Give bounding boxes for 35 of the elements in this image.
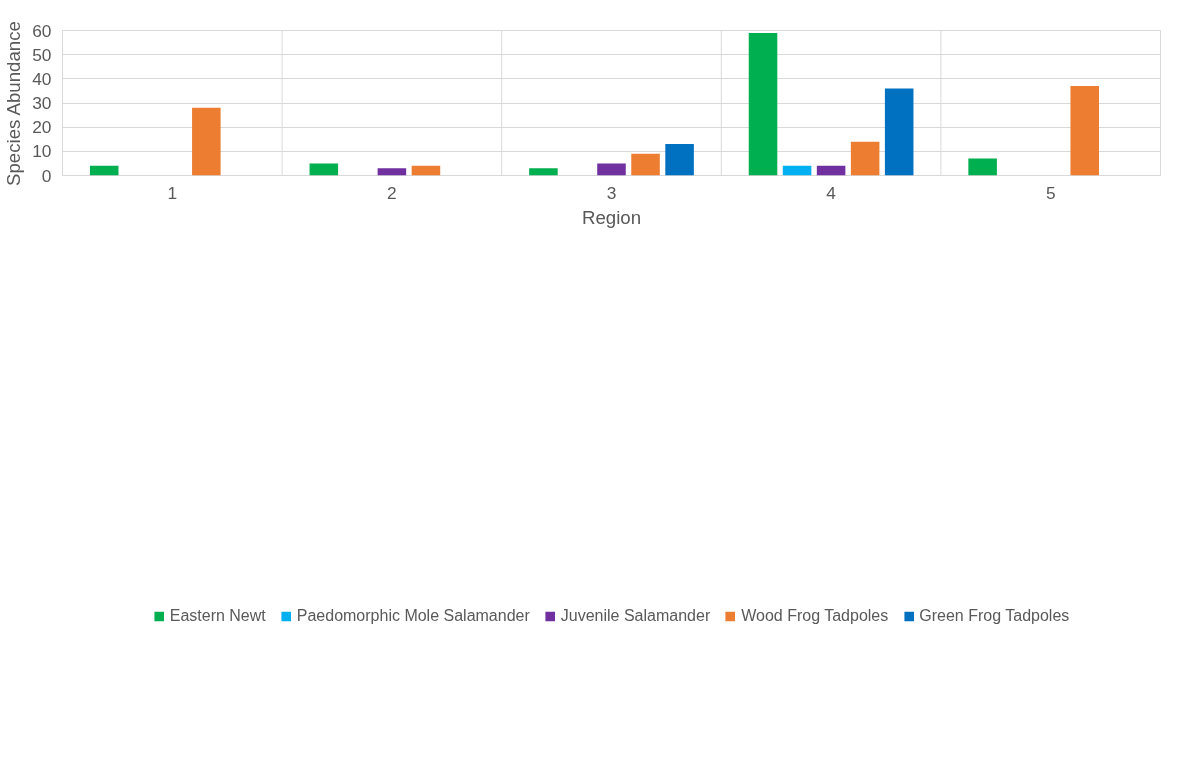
bar: [816, 165, 846, 176]
y-tick-label: 10: [32, 141, 52, 162]
x-tick-label: 5: [1045, 182, 1056, 203]
x-tick-label: 2: [387, 182, 397, 203]
x-tick-label: 4: [826, 182, 837, 203]
bar: [597, 163, 626, 176]
y-tick-label: 40: [32, 68, 52, 89]
bar: [782, 165, 812, 176]
legend-label: Juvenile Salamander: [560, 606, 711, 625]
y-tick-label: 30: [32, 93, 52, 113]
bar: [411, 165, 441, 176]
y-axis-title: Species Abundance: [3, 21, 25, 186]
y-tick-label: 0: [41, 165, 52, 186]
bar: [631, 153, 660, 176]
bar: [1070, 86, 1100, 176]
bar: [968, 158, 997, 176]
x-tick-label: 1: [167, 182, 178, 203]
legend-label: Eastern Newt: [169, 606, 266, 625]
bar: [850, 141, 880, 176]
bar: [748, 32, 778, 176]
bar: [89, 165, 119, 176]
y-tick-label: 60: [32, 20, 52, 41]
x-tick-label: 3: [606, 182, 617, 203]
y-tick-label: 50: [32, 44, 52, 65]
x-axis-title: Region: [581, 206, 642, 228]
bar: [665, 144, 694, 176]
y-tick-label: 20: [32, 117, 52, 138]
bar: [192, 107, 221, 176]
bar: [884, 88, 914, 176]
legend-label: Green Frog Tadpoles: [919, 606, 1070, 625]
bar: [309, 163, 339, 176]
bar: [377, 168, 407, 176]
legend-label: Wood Frog Tadpoles: [741, 606, 889, 625]
legend-label: Paedomorphic Mole Salamander: [296, 606, 530, 625]
bar: [529, 168, 558, 176]
